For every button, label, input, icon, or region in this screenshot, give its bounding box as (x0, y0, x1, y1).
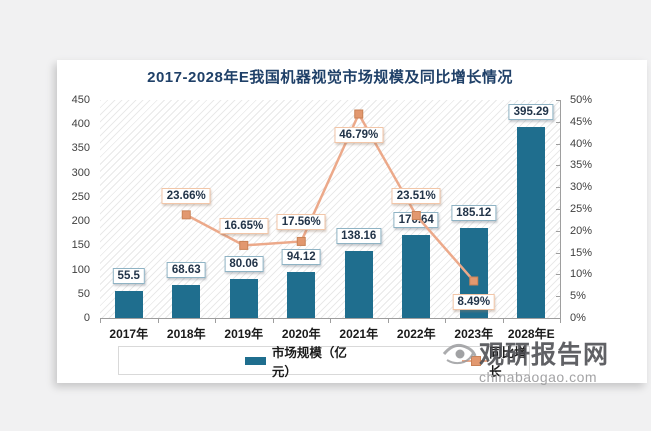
bar-value-label: 185.12 (451, 205, 497, 222)
x-axis-label: 2022年 (396, 327, 436, 341)
x-axis-tick (215, 319, 216, 323)
y-axis-label-right: 40% (570, 137, 593, 150)
y-axis-label-right: 30% (570, 181, 593, 194)
y-axis-label-left: 250 (71, 190, 90, 203)
right-axis-tick (556, 296, 560, 298)
line-series-swatch (462, 356, 489, 366)
right-axis-tick (556, 165, 560, 167)
y-axis-label-right: 0% (570, 312, 586, 324)
line-point-marker (469, 276, 479, 286)
chart-title: 2017-2028年E我国机器视觉市场规模及同比增长情况 (147, 69, 513, 86)
right-axis-tick (556, 143, 560, 145)
y-axis-label-right: 35% (570, 159, 593, 172)
x-axis-tick (157, 319, 159, 323)
bar (172, 284, 201, 318)
bar-value-label: 138.16 (336, 228, 382, 245)
y-axis-label-right: 5% (570, 290, 586, 303)
bar (344, 251, 373, 318)
watermark-site-name: 观研报告网 (479, 341, 610, 369)
bar (114, 291, 143, 318)
y-axis-label-left: 450 (71, 94, 90, 106)
y-axis-label-left: 400 (71, 118, 90, 131)
x-axis-label: 2028年E (507, 327, 555, 341)
right-axis-tick (556, 230, 560, 232)
bar (517, 126, 546, 318)
bar-series-swatch (245, 356, 266, 365)
right-axis-tick (556, 252, 560, 254)
right-axis-tick (556, 209, 560, 210)
watermark: 观研报告网 chinabaogao.com (441, 335, 647, 385)
bar-value-label: 94.12 (281, 249, 321, 266)
legend-label: 市场规模（亿元） (271, 345, 347, 379)
watermark-eye-icon (442, 343, 477, 365)
x-axis-tick (387, 319, 389, 323)
x-axis-tick (100, 319, 101, 323)
watermark-domain: chinabaogao.com (479, 369, 598, 385)
legend-item-growth: 同比增长 (462, 342, 529, 380)
y-axis-label-right: 25% (570, 203, 593, 215)
bar-value-label: 55.5 (112, 268, 145, 285)
y-axis-label-left: 50 (77, 287, 90, 300)
y-axis-label-left: 200 (71, 215, 90, 228)
right-axis-tick (556, 121, 560, 123)
x-axis-tick (272, 319, 274, 323)
y-axis-label-left: 350 (71, 142, 90, 155)
y-axis-label-left: 0 (83, 312, 90, 324)
x-axis-tick (502, 319, 504, 323)
y-axis-label-left: 300 (71, 166, 90, 179)
x-axis-label: 2019年 (224, 327, 264, 341)
x-axis-label: 2017年 (109, 327, 149, 341)
x-axis-label: 2023年 (454, 327, 494, 341)
right-axis-tick (556, 100, 560, 101)
growth-line (181, 109, 479, 286)
y-axis-label-right: 10% (570, 268, 593, 281)
bar-value-label: 80.06 (224, 256, 264, 273)
line-point-marker (354, 109, 364, 119)
bar (287, 272, 316, 318)
line-point-marker (181, 210, 191, 220)
bar-value-label: 68.63 (166, 261, 206, 278)
x-axis-label: 2021年 (339, 327, 379, 341)
y-axis-label-left: 100 (71, 263, 90, 276)
y-axis-label-right: 15% (570, 246, 593, 259)
growth-value-label: 23.66% (161, 187, 211, 204)
right-axis-tick (556, 274, 560, 276)
y-axis-label-right: 50% (570, 94, 593, 106)
growth-value-label: 16.65% (219, 218, 269, 235)
growth-value-label: 46.79% (334, 126, 384, 143)
growth-value-label: 8.49% (452, 293, 496, 310)
chart-card: 2017-2028年E我国机器视觉市场规模及同比增长情况 0 50 100 150 20… (57, 60, 647, 385)
legend-label: 同比增长 (489, 345, 527, 379)
bar (402, 235, 431, 318)
x-axis-label: 2020年 (281, 327, 321, 341)
x-axis-tick (330, 319, 331, 323)
bar-value-label: 395.29 (508, 103, 554, 120)
x-axis-tick (445, 319, 446, 323)
right-axis-tick (556, 187, 560, 189)
growth-value-label: 17.56% (276, 214, 326, 231)
line-point-marker (411, 210, 421, 220)
growth-value-label: 23.51% (391, 188, 441, 205)
line-point-marker (296, 236, 306, 246)
x-axis-tick (560, 319, 561, 323)
y-axis-label-right: 45% (570, 115, 593, 128)
bar (229, 279, 258, 318)
legend-item-market-size: 市场规模（亿元） (245, 342, 352, 380)
y-axis-label-right: 20% (570, 224, 593, 237)
y-axis-label-left: 150 (71, 239, 90, 252)
right-axis-tick (556, 318, 560, 319)
x-axis-label: 2018年 (166, 327, 206, 341)
line-point-marker (239, 240, 249, 250)
